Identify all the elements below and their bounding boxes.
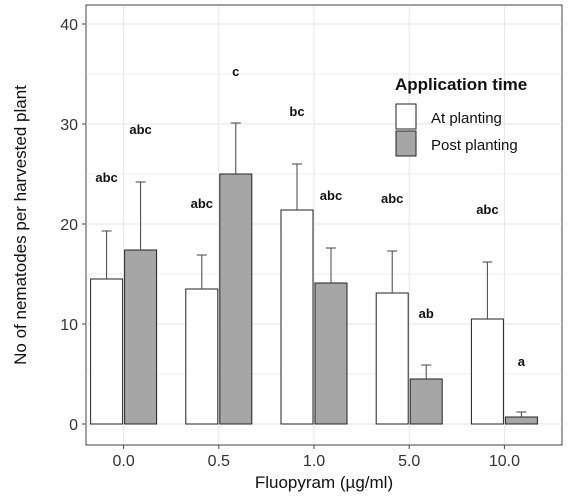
legend-label-at-planting: At planting	[431, 110, 502, 127]
bar-post-planting	[314, 282, 348, 425]
x-tick-label: 0.5	[208, 453, 230, 470]
x-tick-label: 0.0	[112, 453, 134, 470]
bar-post-planting	[504, 416, 538, 425]
legend-label-post-planting: Post planting	[431, 137, 518, 154]
bar-post-planting	[409, 378, 443, 425]
y-tick-label: 40	[60, 17, 78, 34]
significance-label-at-planting: abc	[381, 191, 403, 206]
significance-label-at-planting: abc	[95, 170, 117, 185]
bar-post-planting	[219, 173, 253, 425]
y-tick-label: 30	[60, 117, 78, 134]
legend-swatch-at-planting	[395, 103, 417, 130]
significance-label-post-planting: a	[518, 354, 526, 369]
significance-label-post-planting: abc	[320, 188, 342, 203]
y-tick-label: 0	[69, 417, 78, 434]
bar-at-planting	[185, 288, 219, 425]
bar-post-planting	[124, 249, 158, 425]
x-tick-label: 1.0	[303, 453, 325, 470]
bar-at-planting	[280, 209, 314, 425]
y-axis-ticks: 0 10 20 30 40	[60, 17, 86, 434]
bar-at-planting	[375, 292, 409, 425]
bars: abc abc bc abc abc abc c abc ab a	[90, 64, 538, 425]
y-axis-title: No of nematodes per harvested plant	[11, 85, 30, 365]
x-axis-title: Fluopyram (µg/ml)	[255, 473, 393, 492]
legend-title: Application time	[395, 75, 527, 94]
y-tick-label: 10	[60, 317, 78, 334]
bar-at-planting	[470, 318, 504, 425]
significance-label-at-planting: bc	[289, 104, 304, 119]
significance-label-post-planting: ab	[419, 306, 434, 321]
significance-label-post-planting: abc	[129, 122, 151, 137]
x-tick-label: 5.0	[398, 453, 420, 470]
y-tick-label: 20	[60, 217, 78, 234]
significance-label-at-planting: abc	[476, 202, 498, 217]
legend: Application time At planting Post planti…	[395, 75, 527, 157]
bar-at-planting	[90, 278, 124, 425]
significance-label-post-planting: c	[232, 64, 239, 79]
legend-swatch-post-planting	[395, 130, 417, 157]
x-tick-label: 10.0	[489, 453, 520, 470]
x-axis-ticks: 0.0 0.5 1.0 5.0 10.0	[112, 445, 520, 470]
significance-label-at-planting: abc	[191, 196, 213, 211]
